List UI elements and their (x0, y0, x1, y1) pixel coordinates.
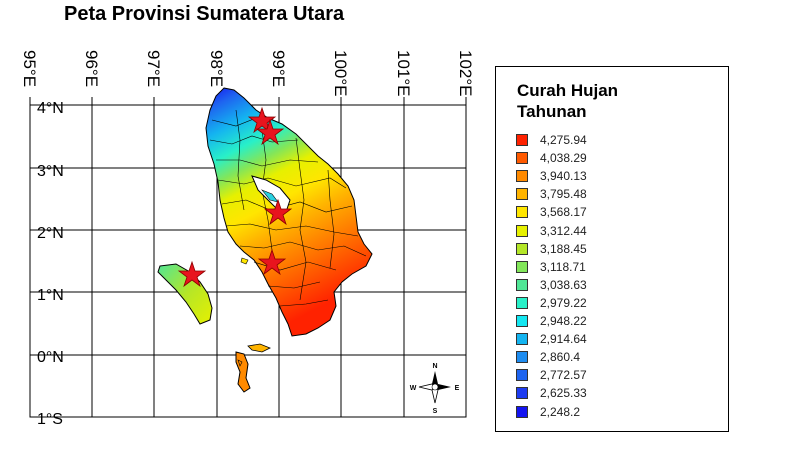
legend-swatch (516, 206, 528, 219)
legend-item: 3,188.45 (516, 242, 716, 256)
legend-item: 2,248.2 (516, 405, 716, 419)
lon-label-98: 98°E (207, 50, 226, 87)
legend-item: 3,038.63 (516, 278, 716, 292)
legend-swatch (516, 152, 528, 165)
lat-label-1n: 1°N (37, 287, 64, 304)
station-star[interactable] (247, 106, 277, 134)
legend-swatch (516, 134, 528, 146)
legend-title-line1: Curah Hujan (517, 81, 619, 100)
legend-item: 2,625.33 (516, 386, 716, 400)
legend-label: 3,188.45 (540, 241, 587, 256)
legend-label: 2,979.22 (540, 295, 587, 310)
compass-north: N (432, 363, 437, 370)
legend-swatch (516, 188, 528, 201)
legend-item: 2,772.57 (516, 368, 716, 382)
legend-swatch (516, 387, 528, 400)
mainland-region (205, 87, 373, 337)
legend-swatch (516, 260, 528, 273)
station-star[interactable] (255, 118, 285, 146)
legend-label: 2,860.4 (540, 350, 581, 365)
legend-item: 2,860.4 (516, 350, 716, 364)
compass-south: S (433, 408, 438, 415)
map-title: Peta Provinsi Sumatera Utara (64, 3, 345, 25)
legend-item: 3,795.48 (516, 187, 716, 201)
legend-swatch (516, 315, 528, 327)
lat-label-4n: 4°N (37, 100, 64, 117)
legend-label: 3,312.44 (540, 223, 587, 238)
legend-label: 2,248.2 (540, 404, 581, 419)
legend-title: Curah Hujan Tahunan (517, 80, 637, 122)
legend-item: 4,038.29 (516, 151, 716, 165)
legend-label: 2,914.64 (540, 332, 587, 347)
lat-label-0n: 0°N (37, 349, 64, 366)
lon-label-96: 96°E (82, 50, 101, 87)
small-islet-2 (240, 257, 249, 265)
legend-swatch (516, 170, 528, 183)
batu-islands (235, 351, 251, 393)
legend-label: 3,568.17 (540, 205, 587, 220)
legend-swatch (516, 405, 528, 418)
district-boundaries (209, 109, 367, 307)
legend-label: 2,625.33 (540, 386, 587, 401)
legend-item: 3,118.71 (516, 260, 716, 274)
compass-west: W (410, 385, 417, 392)
lat-label-3n: 3°N (37, 163, 64, 180)
lon-label-99: 99°E (269, 50, 288, 87)
legend-item: 3,568.17 (516, 205, 716, 219)
lat-label-1s: 1°S (37, 411, 63, 428)
legend-item: 2,914.64 (516, 332, 716, 346)
lon-label-102: 102°E (456, 50, 475, 97)
legend-swatch (516, 278, 528, 291)
legend-label: 2,772.57 (540, 368, 587, 383)
station-star[interactable] (263, 198, 293, 226)
legend-panel: Curah Hujan Tahunan 4,275.94 4,038.29 3,94… (495, 66, 729, 432)
legend-swatch (516, 296, 528, 309)
lat-label-2n: 2°N (37, 225, 64, 242)
legend-item: 3,940.13 (516, 169, 716, 183)
legend-swatch (516, 333, 528, 346)
lon-label-97: 97°E (144, 50, 163, 87)
legend-label: 3,940.13 (540, 169, 587, 184)
lon-label-101: 101°E (394, 50, 413, 97)
legend-label: 4,038.29 (540, 151, 587, 166)
legend-item: 2,979.22 (516, 296, 716, 310)
legend-label: 4,275.94 (540, 133, 587, 147)
station-markers (177, 106, 293, 288)
small-islet (237, 359, 243, 367)
station-star[interactable] (177, 260, 207, 288)
legend-item: 4,275.94 (516, 133, 716, 147)
compass-east: E (455, 385, 460, 392)
legend-item: 2,948.22 (516, 314, 716, 328)
legend-swatch (516, 224, 528, 237)
lon-label-100: 100°E (331, 50, 350, 97)
legend-swatch (516, 351, 528, 364)
map-frame: 95°E 96°E 97°E 98°E 99°E 100°E 101°E 102… (20, 50, 475, 428)
small-island (247, 343, 271, 353)
legend-label: 3,038.63 (540, 277, 587, 292)
latitude-labels: 4°N 3°N 2°N 1°N 0°N 1°S (37, 100, 64, 428)
legend-label: 3,795.48 (540, 187, 587, 202)
legend-title-line2: Tahunan (517, 102, 587, 121)
legend-swatch (516, 369, 528, 382)
legend-swatch (516, 242, 528, 255)
compass-rose: N S W E (410, 363, 460, 415)
station-star[interactable] (257, 248, 287, 276)
longitude-labels: 95°E 96°E 97°E 98°E 99°E 100°E 101°E 102… (20, 50, 475, 97)
legend-label: 3,118.71 (540, 259, 586, 274)
lon-label-95: 95°E (20, 50, 39, 87)
legend-item: 3,312.44 (516, 224, 716, 238)
legend-label: 2,948.22 (540, 314, 587, 328)
